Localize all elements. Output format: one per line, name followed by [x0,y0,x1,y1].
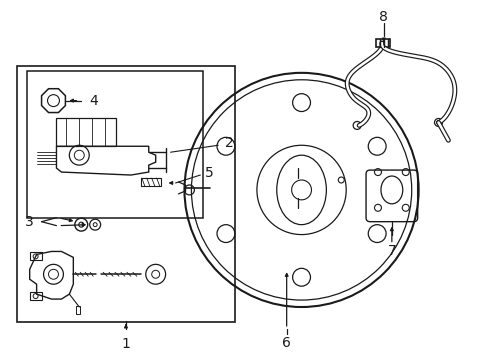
Bar [17,66,235,322]
Text: 8: 8 [379,10,389,24]
Text: 2: 2 [225,136,234,150]
Bar [76,306,80,314]
Bar [141,178,161,186]
Bar [56,118,116,146]
Text: 5: 5 [205,166,214,180]
Text: 4: 4 [89,94,98,108]
Text: 1: 1 [122,337,130,351]
Bar [376,39,390,47]
Bar [30,292,42,300]
Bar [26,71,203,218]
Text: 3: 3 [25,215,34,229]
Bar [30,252,42,260]
Text: 7: 7 [388,244,396,258]
Text: 6: 6 [282,336,291,350]
